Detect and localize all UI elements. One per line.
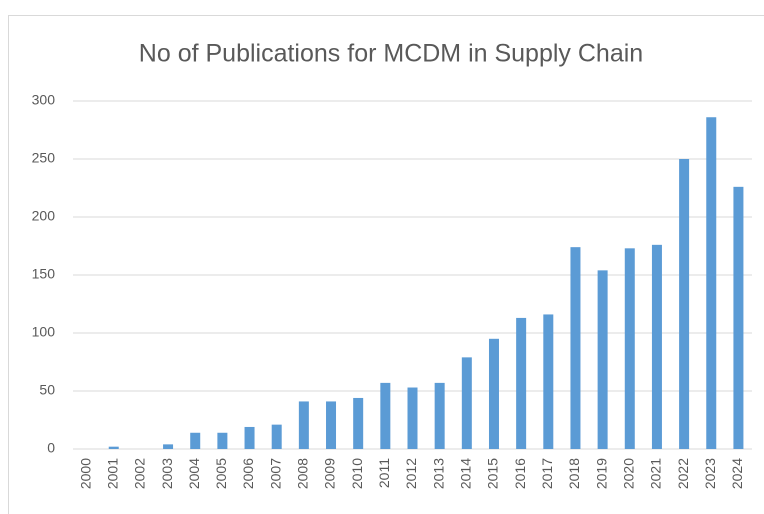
- y-tick-label: 200: [32, 208, 56, 224]
- bar: [733, 186, 744, 449]
- x-tick-label: 2007: [267, 458, 283, 489]
- bar: [516, 317, 527, 449]
- x-tick-label: 2019: [593, 458, 609, 489]
- x-tick-label: 2013: [430, 458, 446, 489]
- bar: [461, 357, 472, 449]
- x-tick-label: 2016: [512, 458, 528, 489]
- x-tick-label: 2006: [240, 458, 256, 489]
- bar: [163, 444, 174, 449]
- x-tick-label: 2024: [729, 458, 745, 489]
- x-tick-label: 2017: [539, 458, 555, 489]
- x-tick-label: 2003: [159, 458, 175, 489]
- bar: [543, 314, 554, 449]
- x-tick-label: 2000: [77, 458, 93, 489]
- x-tick-label: 2009: [322, 458, 338, 489]
- bar: [380, 382, 391, 449]
- bar: [624, 248, 635, 449]
- bar: [434, 382, 445, 449]
- y-tick-label: 250: [32, 150, 56, 166]
- x-tick-label: 2005: [213, 458, 229, 489]
- x-tick-label: 2022: [675, 458, 691, 489]
- x-tick-label: 2018: [566, 458, 582, 489]
- x-tick-label: 2010: [349, 458, 365, 489]
- x-tick-label: 2015: [485, 458, 501, 489]
- bar: [108, 446, 119, 449]
- y-tick-label: 50: [39, 382, 55, 398]
- bar: [706, 117, 717, 450]
- x-tick-label: 2002: [132, 458, 148, 489]
- x-tick-label: 2004: [186, 458, 202, 489]
- chart-border: [8, 15, 764, 514]
- bar: [651, 244, 662, 449]
- bar: [488, 338, 499, 449]
- y-tick-label: 100: [32, 324, 56, 340]
- x-tick-label: 2012: [403, 458, 419, 489]
- chart-title: No of Publications for MCDM in Supply Ch…: [139, 40, 643, 68]
- bar: [597, 270, 608, 449]
- bar: [353, 397, 364, 449]
- bar: [244, 426, 255, 449]
- x-tick-label: 2001: [104, 458, 120, 489]
- bar: [679, 159, 690, 449]
- x-tick-label: 2021: [648, 458, 664, 489]
- x-tick-label: 2023: [702, 458, 718, 489]
- bar: [298, 401, 309, 449]
- x-tick-label: 2008: [295, 458, 311, 489]
- bar: [570, 247, 581, 449]
- bar: [326, 401, 337, 449]
- x-tick-label: 2011: [376, 458, 392, 488]
- bar: [407, 387, 418, 449]
- bar: [190, 432, 201, 449]
- bar: [271, 424, 282, 449]
- x-tick-label: 2014: [458, 458, 474, 489]
- bar: [217, 432, 228, 449]
- y-tick-label: 300: [32, 92, 56, 108]
- y-tick-label: 0: [47, 440, 55, 456]
- y-tick-label: 150: [32, 266, 56, 282]
- x-tick-label: 2020: [620, 458, 636, 489]
